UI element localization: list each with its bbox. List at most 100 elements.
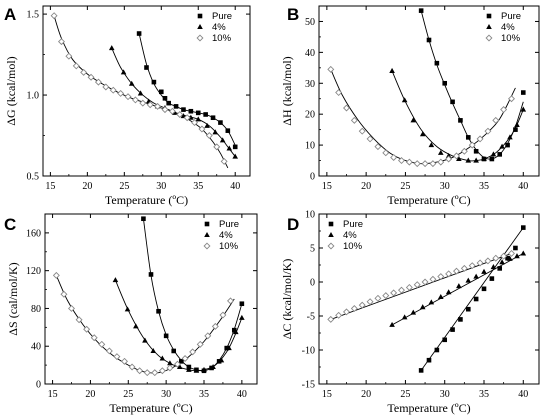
data-point-diamond bbox=[191, 119, 199, 127]
x-tick-label: 40 bbox=[518, 389, 528, 400]
fit-line bbox=[111, 47, 236, 157]
data-point-square bbox=[486, 13, 492, 19]
data-point-triangle bbox=[401, 314, 408, 320]
legend-label: 10% bbox=[219, 241, 239, 252]
data-point-square bbox=[458, 317, 463, 322]
x-tick-label: 20 bbox=[361, 389, 371, 400]
x-tick-label: 15 bbox=[48, 389, 58, 400]
data-point-triangle bbox=[456, 283, 462, 289]
x-axis-title: Temperature (ºC) bbox=[109, 401, 192, 415]
y-tick-label: 120 bbox=[26, 266, 41, 277]
data-point-square bbox=[151, 79, 157, 85]
data-point-diamond bbox=[113, 353, 121, 361]
data-point-diamond bbox=[382, 149, 390, 157]
series-10pct bbox=[327, 65, 516, 168]
data-point-square bbox=[144, 65, 149, 70]
y-tick-label: 10 bbox=[305, 141, 315, 152]
data-point-square bbox=[465, 135, 471, 140]
data-point-diamond bbox=[358, 301, 366, 309]
y-tick-label: 80 bbox=[31, 304, 41, 315]
y-tick-label: 40 bbox=[305, 48, 315, 59]
data-point-diamond bbox=[398, 157, 405, 165]
data-point-triangle bbox=[176, 364, 183, 370]
data-point-triangle bbox=[124, 306, 131, 312]
data-point-square bbox=[481, 286, 487, 292]
data-point-triangle bbox=[410, 309, 417, 315]
x-axis-title: Temperature (ºC) bbox=[387, 193, 470, 207]
y-tick-label: 40 bbox=[31, 342, 41, 353]
data-point-triangle bbox=[481, 268, 487, 274]
panel-letter: D bbox=[287, 215, 299, 234]
data-point-square bbox=[505, 142, 510, 148]
data-point-diamond bbox=[143, 369, 151, 377]
x-tick-label: 25 bbox=[400, 181, 410, 192]
series-4pct bbox=[108, 45, 239, 159]
data-point-triangle bbox=[465, 277, 472, 283]
data-point-square bbox=[136, 31, 142, 36]
y-tick-label: 20 bbox=[305, 110, 315, 121]
y-tick-label: 160 bbox=[26, 228, 41, 239]
data-point-triangle bbox=[428, 142, 435, 148]
x-tick-label: 35 bbox=[193, 181, 203, 192]
data-point-triangle bbox=[142, 337, 148, 343]
data-point-diamond bbox=[203, 242, 211, 250]
data-point-square bbox=[173, 104, 179, 109]
data-point-diamond bbox=[52, 271, 60, 279]
legend-label: 4% bbox=[343, 230, 357, 241]
fit-line bbox=[114, 279, 243, 372]
data-point-diamond bbox=[166, 364, 174, 372]
data-point-diamond bbox=[413, 281, 421, 289]
data-point-square bbox=[197, 13, 203, 19]
data-point-diamond bbox=[80, 68, 88, 76]
data-point-diamond bbox=[189, 348, 197, 356]
data-point-square bbox=[218, 120, 223, 125]
y-tick-label: 1.0 bbox=[27, 91, 40, 102]
data-point-square bbox=[178, 359, 184, 364]
data-point-diamond bbox=[136, 367, 144, 375]
data-point-triangle bbox=[445, 152, 452, 158]
data-point-diamond bbox=[102, 83, 110, 91]
data-point-diamond bbox=[358, 127, 366, 135]
data-point-square bbox=[210, 115, 216, 121]
series-4pct bbox=[389, 250, 527, 327]
x-tick-label: 30 bbox=[440, 181, 450, 192]
data-point-diamond bbox=[460, 264, 468, 272]
fit-line bbox=[420, 227, 524, 371]
data-point-diamond bbox=[508, 249, 515, 257]
data-point-diamond bbox=[158, 367, 166, 375]
fit-line bbox=[391, 70, 524, 162]
data-point-triangle bbox=[520, 106, 527, 112]
data-point-triangle bbox=[120, 69, 127, 75]
data-point-square bbox=[162, 95, 168, 101]
x-tick-label: 30 bbox=[440, 389, 450, 400]
data-point-triangle bbox=[419, 304, 426, 310]
data-point-triangle bbox=[437, 149, 444, 155]
data-point-square bbox=[188, 108, 194, 114]
data-point-square bbox=[520, 90, 526, 95]
plot-frame bbox=[44, 213, 258, 385]
legend-label: Pure bbox=[501, 11, 521, 22]
data-point-triangle bbox=[389, 321, 395, 327]
data-point-diamond bbox=[139, 99, 147, 107]
data-point-square bbox=[513, 127, 518, 132]
legend-label: 10% bbox=[212, 33, 232, 44]
panel-a: A 15 20 25 30 35 40 0.5 1.0 1.5 Temperature (ºC) ΔG… bbox=[4, 5, 251, 207]
y-tick-label: -10 bbox=[302, 346, 315, 357]
data-point-diamond bbox=[183, 114, 191, 122]
data-point-square bbox=[473, 148, 479, 154]
data-point-triangle bbox=[473, 273, 479, 279]
data-point-diamond bbox=[213, 143, 221, 151]
data-point-diamond bbox=[98, 340, 106, 348]
data-point-diamond bbox=[484, 127, 492, 135]
data-point-triangle bbox=[507, 255, 513, 261]
data-point-square bbox=[195, 110, 201, 116]
plot-frame bbox=[42, 5, 251, 177]
panel-c: C 15 20 25 30 35 40 0 40 80 120 160 Temperature (ºC)… bbox=[4, 213, 258, 415]
data-point-triangle bbox=[499, 143, 505, 149]
x-tick-label: 30 bbox=[161, 389, 171, 400]
x-tick-label: 25 bbox=[123, 389, 133, 400]
data-point-diamond bbox=[176, 110, 184, 118]
panel-letter: A bbox=[4, 5, 16, 24]
